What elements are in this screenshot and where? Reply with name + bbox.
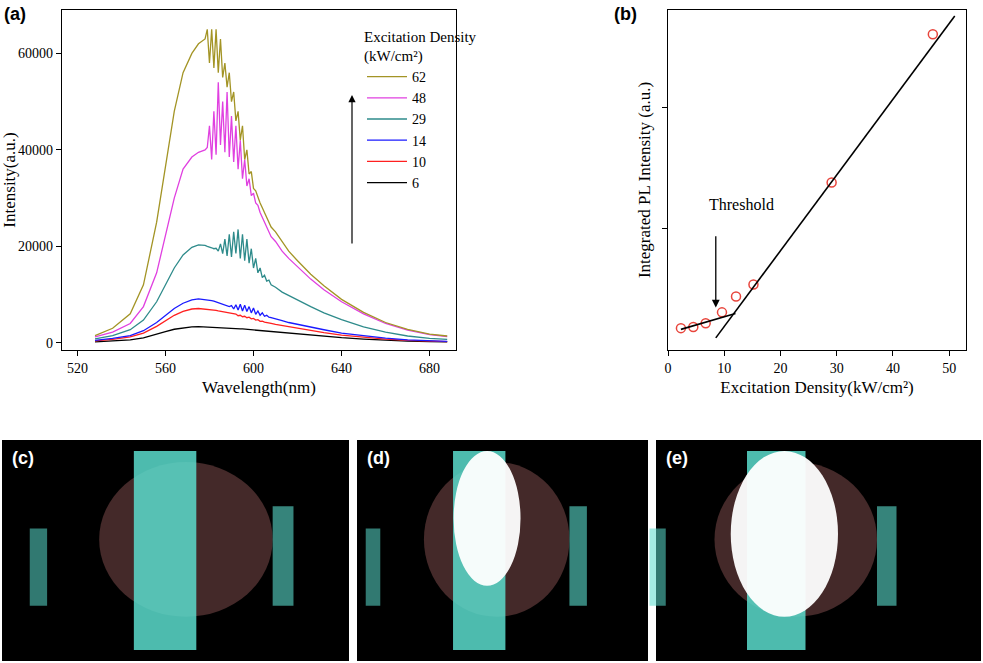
svg-text:520: 520 bbox=[67, 361, 88, 376]
svg-text:560: 560 bbox=[155, 361, 176, 376]
svg-text:14: 14 bbox=[412, 134, 426, 149]
svg-text:0: 0 bbox=[46, 336, 53, 351]
svg-text:(e): (e) bbox=[666, 448, 688, 468]
svg-text:50: 50 bbox=[942, 361, 956, 376]
svg-text:(c): (c) bbox=[12, 448, 34, 468]
svg-text:(d): (d) bbox=[367, 448, 390, 468]
svg-text:680: 680 bbox=[419, 361, 440, 376]
svg-text:Excitation Density(kW/cm²): Excitation Density(kW/cm²) bbox=[720, 378, 913, 397]
svg-text:Integrated PL Intensity (a.u.): Integrated PL Intensity (a.u.) bbox=[635, 82, 654, 278]
svg-text:Threshold: Threshold bbox=[709, 196, 774, 213]
svg-text:640: 640 bbox=[331, 361, 352, 376]
svg-text:60000: 60000 bbox=[18, 46, 53, 61]
svg-text:20: 20 bbox=[773, 361, 787, 376]
svg-text:40: 40 bbox=[886, 361, 900, 376]
svg-text:600: 600 bbox=[243, 361, 264, 376]
svg-text:62: 62 bbox=[412, 70, 426, 85]
svg-text:(a): (a) bbox=[4, 4, 26, 24]
svg-text:10: 10 bbox=[717, 361, 731, 376]
svg-text:20000: 20000 bbox=[18, 239, 53, 254]
svg-text:40000: 40000 bbox=[18, 143, 53, 158]
svg-text:48: 48 bbox=[412, 91, 426, 106]
svg-text:Wavelength(nm): Wavelength(nm) bbox=[202, 378, 316, 397]
svg-text:10: 10 bbox=[412, 155, 426, 170]
svg-text:6: 6 bbox=[412, 176, 419, 191]
svg-text:Excitation Density(kW/cm²): Excitation Density(kW/cm²) bbox=[364, 29, 477, 66]
svg-text:Intensity(a.u.): Intensity(a.u.) bbox=[0, 132, 19, 227]
svg-text:0: 0 bbox=[665, 361, 672, 376]
svg-text:30: 30 bbox=[830, 361, 844, 376]
svg-text:(b): (b) bbox=[614, 4, 637, 24]
svg-text:29: 29 bbox=[412, 112, 426, 127]
